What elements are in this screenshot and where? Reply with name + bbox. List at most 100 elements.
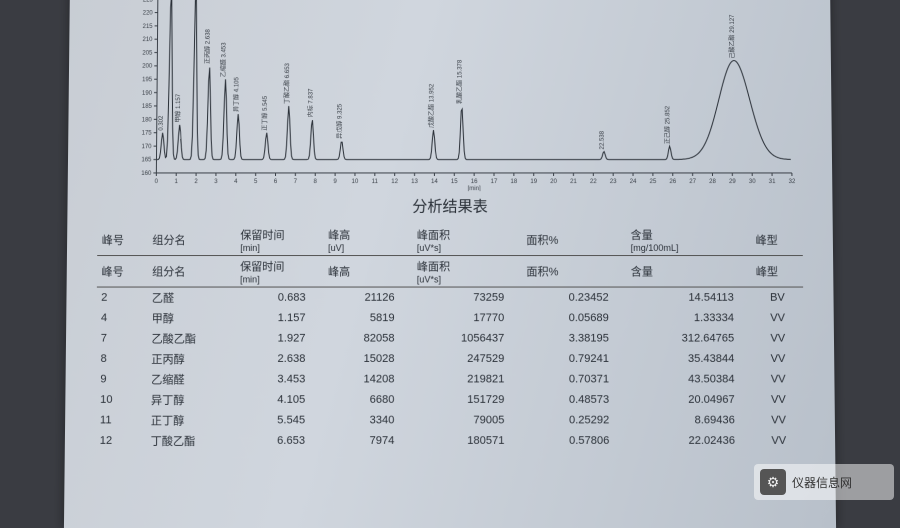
svg-text:正己醇 25.852: 正己醇 25.852 bbox=[663, 105, 671, 144]
cell-rt: 1.157 bbox=[236, 308, 324, 328]
cell-type: VV bbox=[753, 410, 804, 431]
svg-text:24: 24 bbox=[630, 179, 637, 185]
cell-height: 5819 bbox=[324, 308, 413, 328]
cell-no: 9 bbox=[96, 369, 147, 389]
cell-name: 正丁醇 bbox=[147, 410, 235, 431]
svg-text:戊酸乙酯 13.952: 戊酸乙酯 13.952 bbox=[427, 83, 435, 128]
table-row: 11正丁醇5.5453340790050.252928.69436VV bbox=[96, 410, 804, 431]
cell-no: 11 bbox=[96, 410, 147, 431]
table-row: 2乙醛0.68321126732590.2345214.54113BV bbox=[97, 287, 803, 308]
cell-height: 21126 bbox=[324, 287, 413, 308]
svg-text:15: 15 bbox=[451, 179, 458, 185]
svg-text:7: 7 bbox=[294, 179, 298, 185]
svg-text:13: 13 bbox=[411, 179, 418, 185]
cell-amt: 312.64765 bbox=[627, 328, 752, 348]
svg-text:己酸乙酯 29.127: 己酸乙酯 29.127 bbox=[728, 14, 736, 59]
cell-area: 73259 bbox=[413, 287, 523, 308]
svg-text:195: 195 bbox=[142, 77, 153, 83]
col-area-pct: 面积% bbox=[522, 225, 626, 256]
cell-height: 14208 bbox=[323, 369, 412, 389]
svg-text:1: 1 bbox=[174, 179, 178, 185]
cell-area: 151729 bbox=[413, 390, 523, 410]
svg-text:17: 17 bbox=[491, 179, 498, 185]
cell-rt: 6.653 bbox=[235, 431, 323, 452]
watermark-text: 仪器信息网 bbox=[792, 474, 852, 491]
cell-name: 异丁醇 bbox=[147, 390, 235, 410]
table-header-2: 峰号 组分名 保留时间[min] 峰高 峰面积[uV*s] 面积% 含量 峰型 bbox=[97, 256, 802, 288]
svg-text:14: 14 bbox=[431, 179, 438, 185]
svg-text:180: 180 bbox=[142, 117, 153, 123]
svg-text:29: 29 bbox=[729, 179, 736, 185]
svg-text:正丙醇 2.638: 正丙醇 2.638 bbox=[203, 28, 211, 63]
svg-text:12: 12 bbox=[391, 179, 398, 185]
svg-text:正丁醇 5.545: 正丁醇 5.545 bbox=[261, 95, 269, 131]
svg-text:23: 23 bbox=[610, 179, 617, 185]
svg-text:160: 160 bbox=[141, 171, 152, 177]
svg-text:6: 6 bbox=[274, 179, 278, 185]
svg-text:25: 25 bbox=[650, 179, 657, 185]
svg-text:215: 215 bbox=[143, 24, 154, 30]
svg-text:22: 22 bbox=[590, 179, 597, 185]
svg-text:内标 7.837: 内标 7.837 bbox=[306, 88, 314, 117]
table-body: 2乙醛0.68321126732590.2345214.54113BV4甲醇1.… bbox=[96, 287, 805, 451]
cell-name: 丁酸乙酯 bbox=[147, 431, 235, 452]
cell-amt: 14.54113 bbox=[627, 287, 752, 308]
svg-text:0: 0 bbox=[155, 179, 159, 185]
cell-no: 8 bbox=[96, 349, 147, 369]
svg-text:170: 170 bbox=[141, 144, 152, 150]
svg-text:210: 210 bbox=[142, 37, 153, 43]
cell-no: 10 bbox=[96, 390, 147, 410]
cell-amt: 1.33334 bbox=[627, 308, 752, 328]
svg-text:[min]: [min] bbox=[468, 186, 481, 191]
svg-text:22.538: 22.538 bbox=[600, 130, 606, 149]
cell-pct: 0.25292 bbox=[523, 410, 628, 431]
col-rt: 保留时间[min] bbox=[236, 225, 324, 256]
table-row: 9乙缩醛3.453142082198210.7037143.50384VV bbox=[96, 369, 804, 389]
cell-no: 12 bbox=[96, 431, 147, 452]
svg-text:185: 185 bbox=[142, 104, 153, 110]
results-table: 峰号 组分名 保留时间[min] 峰高[uV] 峰面积[uV*s] 面积% 含量… bbox=[96, 225, 805, 452]
svg-text:4: 4 bbox=[234, 179, 238, 185]
svg-text:0.302: 0.302 bbox=[159, 115, 165, 131]
cell-rt: 1.927 bbox=[236, 328, 324, 348]
cell-rt: 5.545 bbox=[235, 410, 323, 431]
svg-text:27: 27 bbox=[689, 179, 696, 185]
cell-rt: 0.683 bbox=[236, 287, 324, 308]
cell-height: 82058 bbox=[324, 328, 413, 348]
svg-text:乳酸乙酯 15.378: 乳酸乙酯 15.378 bbox=[456, 59, 464, 104]
document-paper: 1601651701751801851901952002052102152202… bbox=[64, 0, 836, 528]
cell-no: 4 bbox=[97, 308, 148, 328]
cell-type: VV bbox=[752, 308, 803, 328]
table-row: 4甲醇1.1575819177700.056891.33334VV bbox=[97, 308, 803, 328]
svg-text:20: 20 bbox=[550, 179, 557, 185]
cell-type: VV bbox=[753, 369, 804, 389]
col-component: 组分名 bbox=[148, 225, 236, 256]
svg-text:18: 18 bbox=[511, 179, 518, 185]
svg-text:19: 19 bbox=[530, 179, 537, 185]
chromatogram-chart: 1601651701751801851901952002052102152202… bbox=[68, 0, 833, 191]
svg-text:225: 225 bbox=[143, 0, 154, 3]
col-peak-no: 峰号 bbox=[98, 225, 149, 256]
svg-text:11: 11 bbox=[372, 179, 379, 185]
cell-amt: 20.04967 bbox=[627, 390, 753, 410]
cell-area: 180571 bbox=[413, 431, 523, 452]
watermark: ⚙ 仪器信息网 bbox=[754, 464, 894, 500]
svg-text:甲醇 1.157: 甲醇 1.157 bbox=[174, 93, 182, 122]
cell-type: BV bbox=[752, 287, 803, 308]
cell-area: 79005 bbox=[413, 410, 523, 431]
svg-text:165: 165 bbox=[141, 158, 152, 164]
table-row: 8正丙醇2.638150282475290.7924135.43844VV bbox=[96, 349, 803, 369]
cell-pct: 0.48573 bbox=[523, 390, 628, 410]
cell-area: 219821 bbox=[413, 369, 523, 389]
table-header-1: 峰号 组分名 保留时间[min] 峰高[uV] 峰面积[uV*s] 面积% 含量… bbox=[98, 225, 803, 256]
cell-amt: 8.69436 bbox=[627, 410, 753, 431]
cell-name: 乙酸乙酯 bbox=[147, 328, 235, 348]
cell-height: 15028 bbox=[324, 349, 413, 369]
cell-height: 7974 bbox=[323, 431, 412, 452]
cell-area: 17770 bbox=[413, 308, 523, 328]
cell-pct: 0.70371 bbox=[523, 369, 628, 389]
cell-area: 1056437 bbox=[413, 328, 523, 348]
cell-pct: 0.79241 bbox=[523, 349, 628, 369]
table-title: 分析结果表 bbox=[67, 195, 832, 216]
table-row: 7乙酸乙酯1.9278205810564373.38195312.64765VV bbox=[97, 328, 804, 348]
